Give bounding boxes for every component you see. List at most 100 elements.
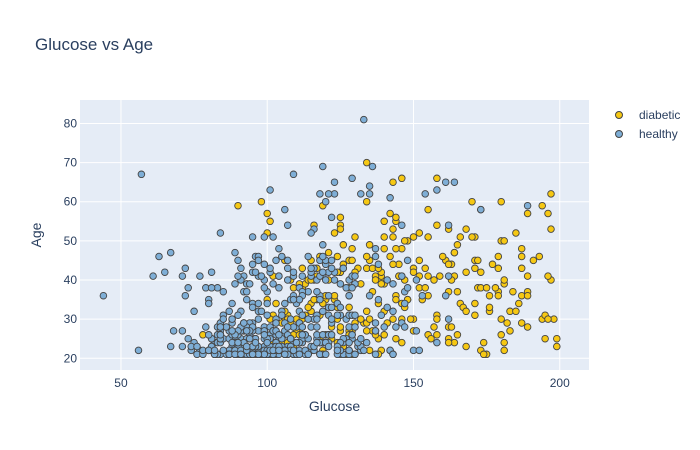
data-point-diabetic [482, 284, 491, 292]
data-point-diabetic [415, 229, 424, 237]
data-point-healthy [313, 287, 321, 296]
data-point-diabetic [517, 244, 526, 253]
data-point-healthy [307, 264, 315, 273]
y-tick-label: 80 [64, 116, 78, 130]
data-point-diabetic [392, 244, 400, 253]
data-point-diabetic [433, 315, 441, 323]
legend-item-healthy[interactable]: healthy [615, 127, 678, 141]
data-point-diabetic [424, 205, 432, 214]
data-point-healthy [216, 323, 225, 331]
data-point-healthy [348, 284, 356, 292]
data-point-diabetic [336, 213, 345, 222]
data-point-diabetic [497, 315, 505, 323]
data-point-healthy [266, 186, 274, 194]
data-point-healthy [327, 303, 336, 312]
data-point-healthy [242, 287, 251, 296]
data-point-diabetic [500, 237, 508, 245]
data-point-healthy [383, 276, 391, 284]
data-point-healthy [418, 291, 427, 300]
data-point-diabetic [362, 252, 371, 261]
data-point-diabetic [386, 252, 394, 261]
data-point-diabetic [380, 233, 388, 241]
data-point-healthy [433, 186, 441, 194]
data-point-healthy [392, 323, 400, 331]
data-point-diabetic [547, 225, 555, 233]
data-point-diabetic [471, 299, 479, 308]
data-point-diabetic [362, 158, 371, 167]
data-point-healthy [477, 205, 485, 214]
data-point-healthy [433, 338, 441, 347]
data-point-diabetic [415, 256, 424, 265]
data-point-healthy [339, 264, 348, 273]
x-axis-ticks: 50 100 150 200 [114, 376, 570, 390]
data-point-healthy [333, 346, 342, 355]
data-point-healthy [313, 323, 321, 331]
data-point-diabetic [298, 264, 307, 273]
data-point-healthy [371, 327, 380, 335]
data-point-healthy [149, 272, 157, 280]
data-point-diabetic [450, 248, 459, 257]
data-point-healthy [298, 311, 307, 319]
legend[interactable]: diabetic healthy [615, 108, 681, 141]
data-point-healthy [295, 350, 304, 359]
data-point-healthy [281, 299, 289, 308]
data-point-healthy [327, 264, 336, 273]
data-point-diabetic [512, 307, 520, 316]
y-axis-ticks: 20 30 40 50 60 70 80 [64, 116, 78, 365]
data-point-healthy [377, 311, 386, 319]
data-point-diabetic [304, 303, 312, 312]
data-point-healthy [380, 323, 388, 331]
data-point-healthy [272, 256, 280, 265]
data-point-healthy [351, 350, 359, 359]
y-tick-label: 20 [64, 351, 78, 365]
data-point-diabetic [433, 331, 441, 339]
data-point-diabetic [339, 241, 348, 249]
y-tick-label: 70 [64, 156, 78, 170]
data-point-healthy [260, 284, 269, 292]
data-point-healthy [351, 323, 359, 331]
data-point-healthy [330, 276, 339, 284]
data-point-diabetic [488, 260, 497, 269]
data-point-diabetic [377, 280, 386, 288]
y-tick-label: 50 [64, 234, 78, 248]
data-point-healthy [166, 248, 175, 257]
data-point-healthy [231, 280, 239, 288]
data-point-diabetic [544, 272, 552, 280]
data-point-healthy [234, 311, 242, 319]
data-point-healthy [371, 252, 380, 261]
scatter-points [99, 115, 561, 359]
data-point-healthy [248, 260, 257, 269]
data-point-healthy [289, 170, 298, 179]
legend-label-healthy: healthy [639, 127, 678, 141]
data-point-diabetic [398, 174, 406, 183]
data-point-healthy [181, 264, 190, 273]
data-point-healthy [313, 338, 321, 347]
data-point-healthy [412, 327, 421, 335]
data-point-healthy [184, 284, 192, 292]
data-point-healthy [234, 256, 242, 265]
data-point-healthy [193, 342, 201, 351]
data-point-diabetic [512, 229, 520, 237]
data-point-healthy [357, 334, 365, 343]
data-point-diabetic [468, 233, 476, 241]
data-point-healthy [184, 334, 192, 343]
data-point-diabetic [392, 295, 400, 304]
data-point-diabetic [462, 268, 470, 276]
data-point-healthy [166, 342, 175, 351]
data-point-healthy [283, 276, 292, 284]
data-point-diabetic [392, 334, 400, 343]
x-axis-label: Glucose [309, 398, 361, 414]
data-point-diabetic [430, 276, 438, 284]
data-point-healthy [275, 331, 283, 339]
legend-item-diabetic[interactable]: diabetic [615, 108, 681, 122]
data-point-diabetic [500, 276, 508, 284]
data-point-diabetic [553, 334, 561, 343]
data-point-healthy [292, 338, 301, 347]
data-point-diabetic [477, 268, 485, 276]
data-point-healthy [155, 252, 163, 261]
data-point-healthy [400, 299, 409, 308]
data-point-diabetic [324, 248, 333, 257]
data-point-healthy [231, 248, 239, 257]
data-point-healthy [321, 276, 330, 284]
data-point-healthy [412, 276, 421, 284]
